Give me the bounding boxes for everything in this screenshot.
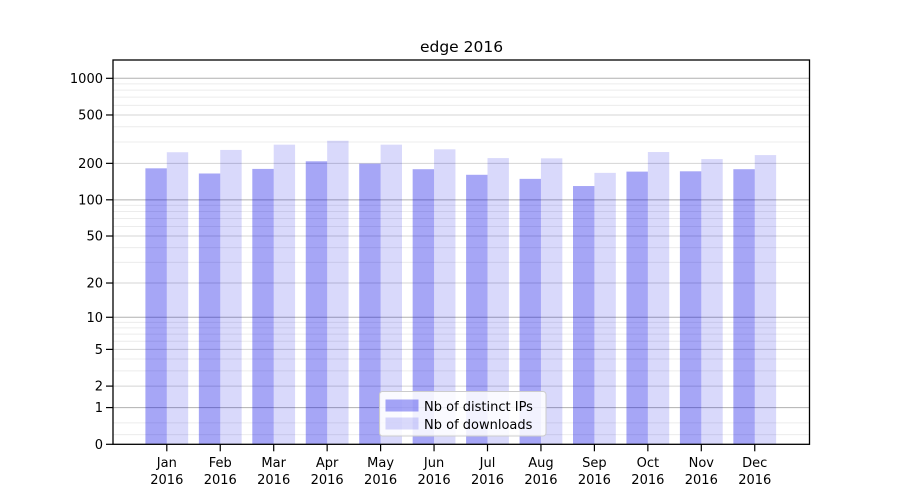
legend-swatch-downloads (385, 417, 419, 430)
y-tick-label-1000: 1000 (70, 72, 103, 87)
x-tick-label-jan: Jan 2016 (150, 456, 183, 488)
bar-downloads-mar (273, 144, 296, 445)
y-tick-label-5: 5 (95, 343, 103, 358)
y-tick-label-50: 50 (86, 230, 103, 245)
plot-border (112, 59, 811, 445)
tick-marks (106, 77, 756, 452)
bar-ips-apr (305, 161, 328, 445)
y-tick-label-1: 1 (95, 401, 103, 416)
bar-downloads-jun (434, 149, 456, 445)
x-tick-label-may: May 2016 (364, 456, 397, 488)
y-tick-label-10: 10 (86, 311, 103, 326)
bar-downloads-feb (220, 149, 242, 445)
bar-downloads-may (380, 144, 402, 445)
bar-downloads-apr (327, 140, 349, 445)
chart-title: edge 2016 (420, 38, 503, 56)
x-tick-label-mar: Mar 2016 (257, 456, 290, 488)
x-tick-label-sep: Sep 2016 (578, 456, 611, 488)
y-tick-label-200: 200 (78, 157, 103, 172)
bar-ips-mar (252, 168, 274, 445)
bar-downloads-nov (701, 159, 723, 445)
legend-label-downloads: Nb of downloads (424, 418, 533, 433)
y-tick-label-500: 500 (78, 108, 103, 123)
axes-spines (112, 59, 811, 445)
x-tick-label-aug: Aug 2016 (524, 456, 557, 488)
bar-ips-feb (198, 173, 221, 445)
bar-ips-jun (412, 169, 435, 445)
y-tick-label-100: 100 (78, 193, 103, 208)
bar-ips-aug (519, 178, 541, 445)
x-tick-label-jun: Jun 2016 (418, 456, 451, 488)
x-tick-label-nov: Nov 2016 (685, 456, 718, 488)
bar-ips-may (359, 163, 381, 445)
bar-ips-dec (733, 169, 755, 445)
bar-downloads-jul (487, 158, 509, 445)
x-tick-label-dec: Dec 2016 (738, 456, 771, 488)
y-tick-label-20: 20 (86, 277, 103, 292)
y-tick-label-2: 2 (95, 380, 103, 395)
bar-downloads-sep (594, 172, 616, 445)
legend-swatch-distinct-ips (385, 399, 419, 412)
bar-downloads-aug (540, 158, 563, 445)
bar-ips-jul (466, 174, 488, 445)
bar-ips-oct (626, 171, 648, 445)
y-tick-label-0: 0 (95, 438, 103, 453)
bar-ips-jan (145, 168, 167, 445)
x-tick-label-feb: Feb 2016 (204, 456, 237, 488)
legend-label-distinct-ips: Nb of distinct IPs (424, 400, 533, 415)
bar-downloads-dec (754, 155, 777, 445)
bar-series-group (145, 140, 777, 445)
bar-downloads-oct (647, 152, 670, 445)
bar-ips-nov (679, 171, 702, 445)
bar-ips-sep (573, 186, 595, 445)
bar-downloads-jan (166, 152, 189, 445)
x-tick-label-apr: Apr 2016 (311, 456, 344, 488)
legend: Nb of distinct IPs Nb of downloads (379, 391, 547, 437)
x-tick-label-jul: Jul 2016 (471, 456, 504, 488)
minor-gridlines (113, 83, 810, 436)
x-tick-label-oct: Oct 2016 (631, 456, 664, 488)
legend-box (379, 391, 547, 437)
